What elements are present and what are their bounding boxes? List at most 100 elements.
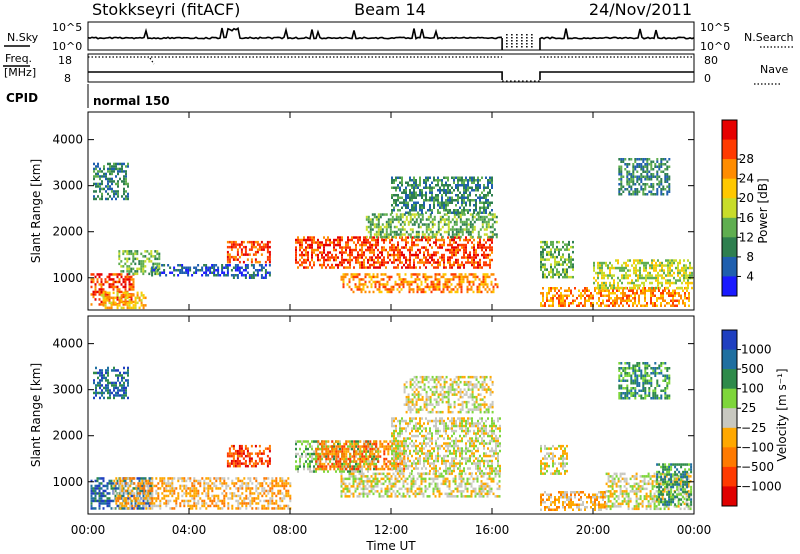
nave-label: Nave — [760, 63, 788, 76]
time-tick-label: 20:00 — [576, 523, 611, 537]
power-colorbar-swatch — [722, 159, 737, 180]
time-tick-label: 08:00 — [273, 523, 308, 537]
velocity-colorbar-swatch — [722, 349, 737, 370]
velocity-colorbar-swatch — [722, 486, 737, 507]
power-colorbar-tick: 24 — [739, 172, 754, 186]
time-tick-label: 00:00 — [71, 523, 106, 537]
velocity-ytick-label: 4000 — [52, 337, 83, 351]
velocity-region — [540, 491, 606, 511]
noise-tick-low-right: 10^0 — [700, 40, 730, 53]
time-tick-label: 12:00 — [374, 523, 409, 537]
power-region — [295, 236, 493, 269]
date-title: 24/Nov/2011 — [589, 0, 692, 19]
freq-panel: Freq. [MHz] 18 8 80 0 Nave — [3, 52, 788, 85]
time-tick-label: 16:00 — [475, 523, 510, 537]
velocity-colorbar-tick: −25 — [741, 421, 766, 435]
power-region — [93, 162, 129, 201]
power-colorbar-swatch — [722, 276, 737, 297]
time-tick-label: 00:00 — [677, 523, 712, 537]
velocity-panel: 1000 2000 3000 4000 Slant Range [km] 1000 50… — [29, 315, 789, 515]
velocity-colorbar-swatch — [722, 447, 737, 468]
power-region — [540, 287, 690, 307]
velocity-ytick-label: 1000 — [52, 475, 83, 489]
velocity-colorbar-tick: 100 — [741, 382, 764, 396]
power-colorbar-swatch — [722, 256, 737, 277]
power-ytick-label: 3000 — [52, 179, 83, 193]
velocity-region — [391, 417, 501, 475]
freq-tick-low: 8 — [64, 72, 71, 85]
velocity-colorbar-tick: 25 — [741, 401, 756, 415]
velocity-region — [403, 375, 494, 414]
velocity-region — [540, 444, 568, 475]
velocity-colorbar-swatch — [722, 466, 737, 487]
power-ytick-label: 1000 — [52, 271, 83, 285]
noise-tick-low: 10^0 — [52, 40, 82, 53]
power-colorbar-tick: 12 — [739, 230, 754, 244]
power-region — [391, 176, 493, 214]
freq-unit: [MHz] — [4, 66, 36, 79]
cpid-label: CPID — [6, 91, 38, 105]
velocity-colorbar-tick: 1000 — [741, 343, 772, 357]
power-region — [540, 240, 574, 279]
velocity-colorbar-tick: 500 — [741, 362, 764, 376]
power-colorbar-swatch — [722, 217, 737, 238]
beam-title: Beam 14 — [354, 0, 426, 19]
freq-tick-high: 18 — [58, 54, 72, 67]
noise-tick-high-right: 10^5 — [700, 21, 730, 34]
cpid-value: normal 150 — [93, 94, 170, 108]
x-axis-label: Time UT — [365, 539, 416, 553]
power-region — [340, 273, 499, 294]
power-region — [90, 273, 135, 306]
velocity-region — [226, 444, 271, 468]
velocity-colorbar-swatch — [722, 427, 737, 448]
freq-label: Freq. — [5, 52, 32, 65]
power-region — [365, 213, 498, 239]
velocity-region — [605, 472, 692, 511]
time-tick-label: 04:00 — [172, 523, 207, 537]
velocity-colorbar-swatch — [722, 369, 737, 390]
power-panel: 1000 2000 3000 4000 Slant Range [km] 4 8 12 16… — [29, 111, 770, 311]
power-colorbar-label: Power [dB] — [756, 178, 770, 243]
velocity-colorbar-swatch — [722, 330, 737, 351]
power-colorbar-swatch — [722, 139, 737, 160]
power-colorbar-tick: 20 — [739, 191, 754, 205]
power-colorbar-tick: 28 — [739, 152, 754, 166]
power-ytick-label: 2000 — [52, 225, 83, 239]
power-colorbar-tick: 4 — [746, 269, 754, 283]
velocity-region — [93, 366, 129, 400]
power-region — [151, 264, 228, 277]
power-region — [226, 240, 271, 264]
velocity-region — [656, 463, 693, 506]
noise-tick-high: 10^5 — [52, 21, 82, 34]
velocity-colorbar-tick: −500 — [741, 460, 774, 474]
power-region — [100, 291, 147, 310]
velocity-colorbar-label: Velocity [m s⁻¹] — [775, 368, 789, 461]
velocity-region — [340, 472, 501, 498]
nave-tick-low: 0 — [704, 72, 711, 85]
power-colorbar-tick: 16 — [739, 211, 754, 225]
cpid-row: CPID normal 150 — [6, 84, 170, 108]
power-region — [593, 259, 693, 290]
power-ytick-label: 4000 — [52, 133, 83, 147]
velocity-ytick-label: 2000 — [52, 429, 83, 443]
noise-panel: N.Sky 10^5 10^0 10^5 10^0 N.Search — [4, 21, 795, 53]
power-colorbar-swatch — [722, 178, 737, 199]
velocity-region — [113, 477, 292, 510]
velocity-colorbar-tick: −100 — [741, 440, 774, 454]
power-colorbar-tick: 8 — [746, 250, 754, 264]
power-colorbar-swatch — [722, 198, 737, 219]
power-colorbar-swatch — [722, 237, 737, 258]
velocity-colorbar-swatch — [722, 388, 737, 409]
velocity-region — [618, 362, 671, 400]
velocity-ytick-label: 3000 — [52, 383, 83, 397]
power-region — [618, 158, 671, 196]
power-colorbar-swatch — [722, 120, 737, 141]
velocity-colorbar-swatch — [722, 408, 737, 429]
power-region — [226, 264, 271, 279]
velocity-ylabel: Slant Range [km] — [29, 363, 43, 467]
nsearch-label: N.Search — [744, 31, 794, 44]
nave-tick-high: 80 — [704, 54, 718, 67]
nsky-label: N.Sky — [7, 31, 39, 44]
station-title: Stokkseyri (fitACF) — [92, 0, 240, 19]
